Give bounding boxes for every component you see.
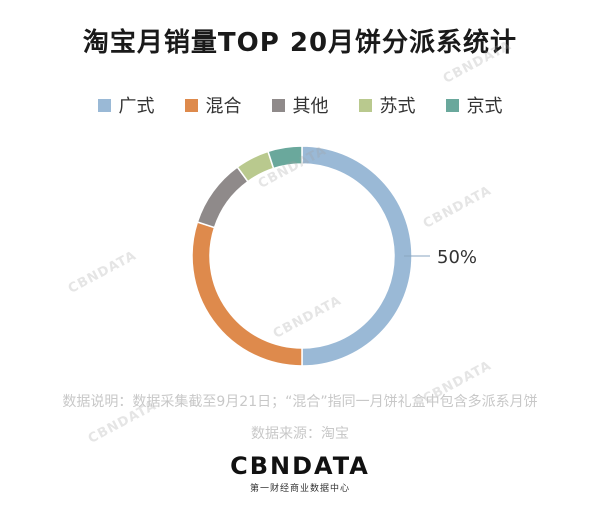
legend-swatch-qita <box>271 98 285 112</box>
legend-label-qita: 其他 <box>292 96 329 117</box>
legend-label-hunhe: 混合 <box>205 96 242 117</box>
legend-item-jingshi: 京式 <box>445 92 503 118</box>
donut-slice-1 <box>191 221 303 367</box>
donut-slice-4 <box>267 145 303 170</box>
legend-item-guangshi: 广式 <box>97 92 155 118</box>
cbndata-logo: CBNDATA 第一财经商业数据中心 <box>0 452 600 494</box>
legend-label-sushi: 苏式 <box>379 96 416 117</box>
legend-item-qita: 其他 <box>271 92 329 118</box>
logo-subtitle: 第一财经商业数据中心 <box>249 484 350 494</box>
legend-label-jingshi: 京式 <box>466 96 503 117</box>
data-source: 数据来源：淘宝 <box>251 426 349 442</box>
legend-item-sushi: 苏式 <box>358 92 416 118</box>
legend-swatch-guangshi <box>97 98 111 112</box>
legend-swatch-jingshi <box>445 98 459 112</box>
legend: 广式 混合 其他 苏式 京式 <box>0 92 600 118</box>
chart-title: 淘宝月销量TOP 20月饼分派系统计 <box>82 28 518 58</box>
donut-slice-2 <box>196 165 249 229</box>
data-label-0: 50% <box>437 247 477 268</box>
legend-label-guangshi: 广式 <box>118 96 155 117</box>
legend-swatch-hunhe <box>184 98 198 112</box>
legend-item-hunhe: 混合 <box>184 92 242 118</box>
logo-text: CBNDATA <box>230 452 370 480</box>
donut-slice-0 <box>301 145 413 367</box>
legend-swatch-sushi <box>358 98 372 112</box>
data-note: 数据说明：数据采集截至9月21日；“混合”指同一月饼礼盒中包含多派系月饼 <box>62 394 538 410</box>
